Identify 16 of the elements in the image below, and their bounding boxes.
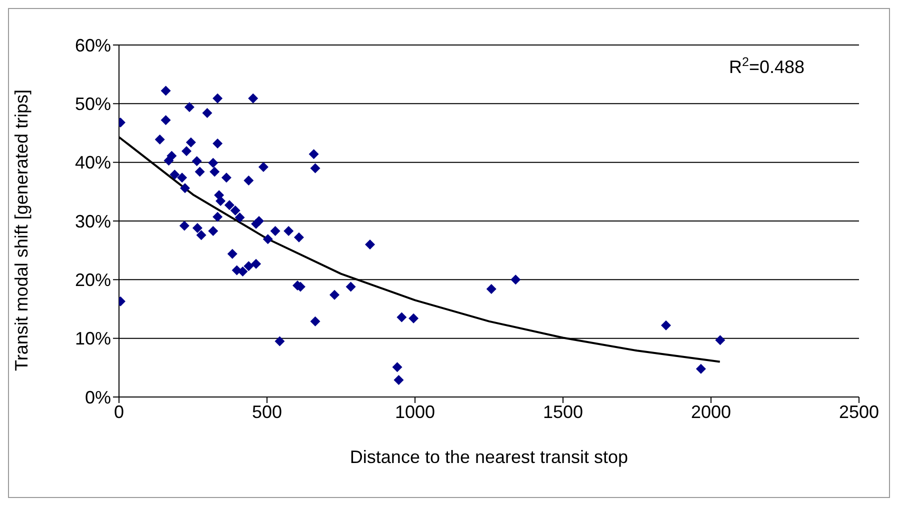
x-tick-label: 500 <box>252 402 282 422</box>
y-tick-label: 20% <box>74 270 111 290</box>
y-tick-label: 10% <box>74 328 111 349</box>
y-axis-title: Transit modal shift [generated trips] <box>11 90 32 371</box>
x-tick-label: 2000 <box>690 402 732 422</box>
y-tick-label: 0% <box>84 387 111 408</box>
annotation: R$^{2}$=0.488 <box>729 55 805 77</box>
y-tick-label: 40% <box>74 152 111 173</box>
x-tick-label: 1500 <box>542 402 584 422</box>
x-tick-label: 2500 <box>838 402 880 422</box>
y-tick-label: 60% <box>74 35 111 56</box>
x-axis-title: Distance to the nearest transit stop <box>350 447 628 467</box>
y-tick-label: 50% <box>74 94 111 114</box>
x-tick-label: 0 <box>114 402 124 422</box>
y-tick-label: 30% <box>74 211 111 232</box>
x-tick-label: 1000 <box>394 402 436 422</box>
